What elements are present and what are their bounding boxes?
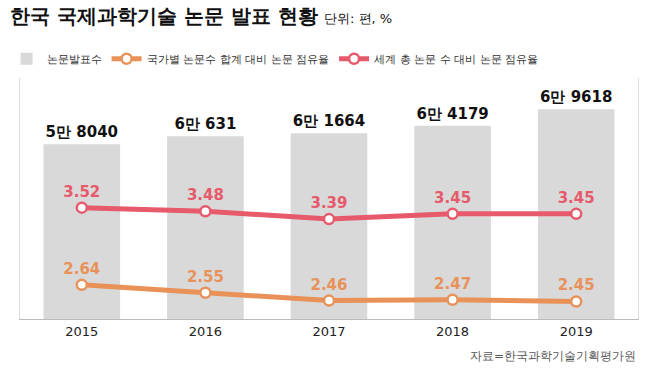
svg-text:자료=한국과학기술기획평가원: 자료=한국과학기술기획평가원 bbox=[470, 349, 636, 363]
svg-text:2.45: 2.45 bbox=[558, 276, 595, 294]
svg-text:2019: 2019 bbox=[560, 324, 593, 339]
svg-text:한국 국제과학기술 논문 발표 현황 단위: 편, %: 한국 국제과학기술 논문 발표 현황 단위: 편, % bbox=[10, 4, 392, 28]
svg-text:5만 8040: 5만 8040 bbox=[46, 123, 118, 141]
svg-text:2.46: 2.46 bbox=[310, 276, 347, 294]
svg-text:3.39: 3.39 bbox=[310, 194, 347, 212]
svg-text:논문발표수: 논문발표수 bbox=[47, 53, 102, 66]
svg-text:3.48: 3.48 bbox=[187, 186, 224, 204]
svg-text:6만 631: 6만 631 bbox=[174, 115, 236, 133]
svg-text:3.52: 3.52 bbox=[63, 183, 100, 201]
svg-text:2.47: 2.47 bbox=[434, 275, 471, 293]
svg-text:2016: 2016 bbox=[189, 324, 222, 339]
svg-text:2.64: 2.64 bbox=[63, 260, 100, 278]
svg-text:2017: 2017 bbox=[312, 324, 345, 339]
svg-text:3.45: 3.45 bbox=[434, 189, 471, 207]
svg-text:2015: 2015 bbox=[65, 324, 98, 339]
svg-text:세계 총 논문 수 대비 논문 점유율: 세계 총 논문 수 대비 논문 점유율 bbox=[374, 53, 538, 66]
svg-text:6만 9618: 6만 9618 bbox=[540, 88, 612, 106]
svg-text:2018: 2018 bbox=[436, 324, 469, 339]
svg-text:6만 1664: 6만 1664 bbox=[293, 112, 365, 130]
svg-text:6만 4179: 6만 4179 bbox=[416, 105, 488, 123]
svg-text:3.45: 3.45 bbox=[558, 189, 595, 207]
svg-text:2.55: 2.55 bbox=[187, 268, 224, 286]
svg-text:국가별 논문수 합계 대비 논문 점유율: 국가별 논문수 합계 대비 논문 점유율 bbox=[147, 53, 329, 66]
